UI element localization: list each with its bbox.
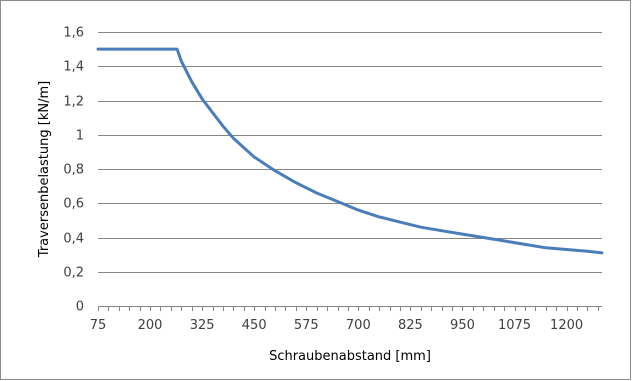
- x-tick-label: 1200: [550, 318, 583, 333]
- y-tick-label: 0,4: [63, 232, 84, 247]
- x-tick-label: 75: [90, 318, 107, 333]
- x-tick-label: 325: [190, 318, 215, 333]
- x-tick-label: 825: [398, 318, 423, 333]
- x-tick-label: 575: [294, 318, 319, 333]
- y-tick-label: 0,6: [63, 197, 84, 212]
- y-tick-label: 0,8: [63, 163, 84, 178]
- x-tick-label: 950: [450, 318, 475, 333]
- x-axis-title: Schraubenabstand [mm]: [269, 349, 431, 364]
- y-tick-label: 1,4: [63, 60, 84, 75]
- y-tick-label: 1,2: [63, 95, 84, 110]
- x-tick-label: 200: [138, 318, 163, 333]
- y-tick-label: 1,6: [63, 26, 84, 41]
- y-tick-label: 0: [76, 300, 84, 315]
- x-tick-label: 700: [346, 318, 371, 333]
- y-axis-title: Traversenbelastung [kN/m]: [37, 81, 52, 258]
- y-tick-label: 1: [76, 129, 84, 144]
- x-tick-label: 450: [242, 318, 267, 333]
- series-line: [96, 47, 604, 255]
- y-tick-label: 0,2: [63, 266, 84, 281]
- x-tick-label: 1075: [498, 318, 531, 333]
